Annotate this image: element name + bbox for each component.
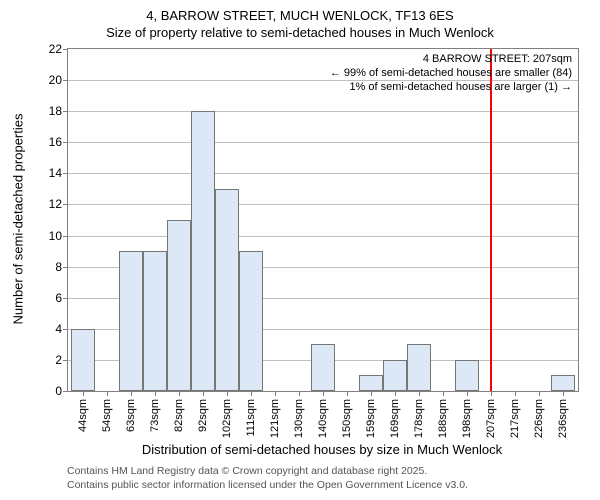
bar — [119, 251, 143, 391]
xtick-label: 198sqm — [461, 399, 473, 438]
bar — [311, 344, 335, 391]
xtick-mark — [563, 391, 564, 396]
xtick-mark — [491, 391, 492, 396]
bar — [359, 375, 383, 391]
xtick-label: 150sqm — [341, 399, 353, 438]
annotation-line3: 1% of semi-detached houses are larger (1… — [330, 81, 572, 95]
annotation: 4 BARROW STREET: 207sqm← 99% of semi-det… — [330, 53, 572, 94]
bar — [167, 220, 191, 391]
ytick-label: 14 — [49, 166, 68, 180]
chart-title-block: 4, BARROW STREET, MUCH WENLOCK, TF13 6ES… — [0, 0, 600, 42]
xtick-label: 63sqm — [125, 399, 137, 432]
bar — [551, 375, 575, 391]
ytick-label: 0 — [55, 384, 68, 398]
footer-text: Contains HM Land Registry data © Crown c… — [67, 465, 468, 492]
xtick-mark — [323, 391, 324, 396]
xtick-mark — [275, 391, 276, 396]
bar — [143, 251, 167, 391]
xtick-label: 159sqm — [365, 399, 377, 438]
xtick-mark — [203, 391, 204, 396]
ytick-label: 8 — [55, 260, 68, 274]
xtick-mark — [131, 391, 132, 396]
xtick-label: 82sqm — [173, 399, 185, 432]
xtick-mark — [347, 391, 348, 396]
xtick-label: 44sqm — [77, 399, 89, 432]
xtick-label: 236sqm — [557, 399, 569, 438]
bar — [407, 344, 431, 391]
xtick-mark — [539, 391, 540, 396]
xtick-mark — [371, 391, 372, 396]
xtick-label: 178sqm — [413, 399, 425, 438]
y-axis-label: Number of semi-detached properties — [11, 114, 26, 325]
chart-title-line1: 4, BARROW STREET, MUCH WENLOCK, TF13 6ES — [0, 8, 600, 25]
x-axis-label: Distribution of semi-detached houses by … — [142, 442, 502, 457]
xtick-label: 226sqm — [533, 399, 545, 438]
xtick-mark — [467, 391, 468, 396]
xtick-label: 73sqm — [149, 399, 161, 432]
xtick-mark — [155, 391, 156, 396]
ytick-label: 22 — [49, 42, 68, 56]
xtick-mark — [251, 391, 252, 396]
footer-line2: Contains public sector information licen… — [67, 479, 468, 493]
ytick-label: 12 — [49, 197, 68, 211]
ytick-label: 6 — [55, 291, 68, 305]
xtick-label: 130sqm — [293, 399, 305, 438]
xtick-label: 217sqm — [509, 399, 521, 438]
gridline — [68, 236, 578, 237]
ytick-label: 4 — [55, 322, 68, 336]
bar — [383, 360, 407, 391]
xtick-mark — [179, 391, 180, 396]
xtick-label: 140sqm — [317, 399, 329, 438]
xtick-mark — [299, 391, 300, 396]
gridline — [68, 142, 578, 143]
xtick-label: 54sqm — [101, 399, 113, 432]
chart-title-line2: Size of property relative to semi-detach… — [0, 25, 600, 42]
ytick-label: 20 — [49, 73, 68, 87]
xtick-mark — [515, 391, 516, 396]
marker-line — [490, 49, 492, 391]
xtick-label: 111sqm — [245, 399, 257, 437]
footer-line1: Contains HM Land Registry data © Crown c… — [67, 465, 468, 479]
xtick-mark — [419, 391, 420, 396]
xtick-label: 188sqm — [437, 399, 449, 438]
xtick-mark — [83, 391, 84, 396]
annotation-line2: ← 99% of semi-detached houses are smalle… — [330, 67, 572, 81]
bar — [455, 360, 479, 391]
bar — [239, 251, 263, 391]
xtick-label: 207sqm — [485, 399, 497, 438]
gridline — [68, 173, 578, 174]
gridline — [68, 204, 578, 205]
ytick-label: 10 — [49, 229, 68, 243]
xtick-label: 121sqm — [269, 399, 281, 438]
xtick-mark — [227, 391, 228, 396]
xtick-label: 92sqm — [197, 399, 209, 432]
plot-area: 024681012141618202244sqm54sqm63sqm73sqm8… — [67, 48, 579, 392]
xtick-label: 169sqm — [389, 399, 401, 438]
xtick-mark — [395, 391, 396, 396]
bar — [71, 329, 95, 391]
ytick-label: 16 — [49, 135, 68, 149]
chart-container: { "chart": { "type": "histogram", "title… — [0, 0, 600, 500]
bar — [191, 111, 215, 391]
xtick-mark — [107, 391, 108, 396]
ytick-label: 2 — [55, 353, 68, 367]
xtick-mark — [443, 391, 444, 396]
ytick-label: 18 — [49, 104, 68, 118]
bar — [215, 189, 239, 391]
annotation-line1: 4 BARROW STREET: 207sqm — [330, 53, 572, 67]
gridline — [68, 111, 578, 112]
xtick-label: 102sqm — [221, 399, 233, 438]
